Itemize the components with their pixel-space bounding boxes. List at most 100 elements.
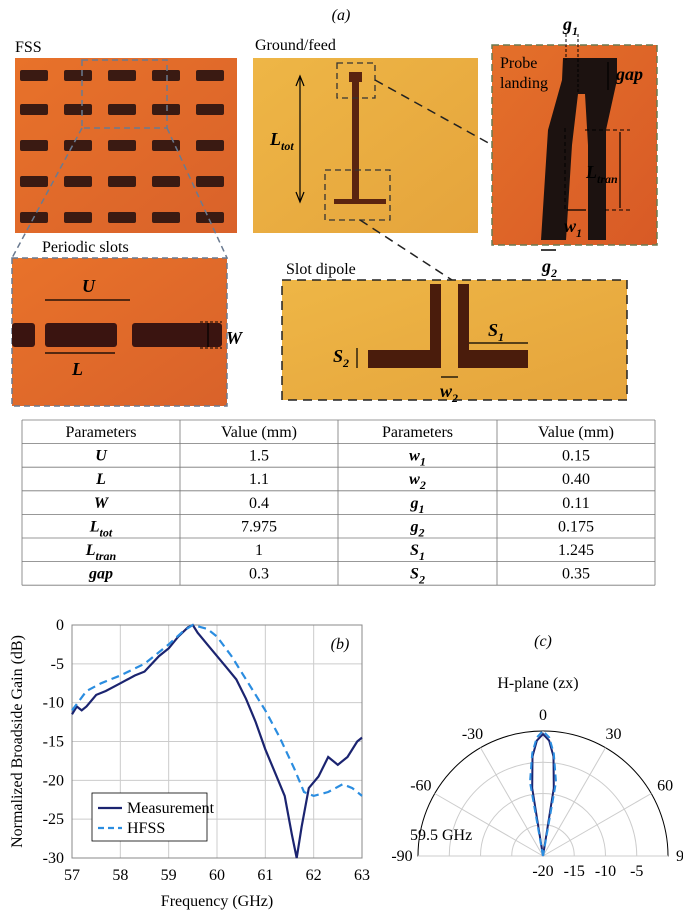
fss-slot	[64, 212, 92, 223]
table-cell-main: gap	[88, 566, 113, 583]
theta-tick-label: 30	[606, 726, 622, 743]
dimension-label: g1	[562, 14, 578, 38]
feed-line	[352, 78, 359, 202]
theta-tick-label: 0	[539, 707, 547, 724]
theta-tick-label: 60	[657, 778, 673, 795]
fss-slot	[108, 140, 136, 151]
table-header: Parameters	[65, 424, 136, 441]
x-tick-label: 62	[306, 867, 322, 884]
fss-slot	[196, 70, 224, 81]
table-cell-main: L	[85, 542, 96, 559]
y-tick-label: -30	[43, 850, 64, 867]
fss-slot	[108, 176, 136, 187]
table-cell: g2	[410, 518, 425, 539]
photo-label: Slot dipole	[286, 261, 356, 278]
dimension-label: gap	[615, 64, 643, 84]
theta-tick-label: 90	[676, 848, 683, 865]
photo-label: Probe	[500, 55, 537, 72]
x-tick-label: 61	[257, 867, 273, 884]
panel-label: (a)	[332, 7, 351, 24]
fss-slot	[20, 70, 48, 81]
theta-tick-label: -90	[391, 848, 412, 865]
fss-slot	[64, 70, 92, 81]
dimension-label-main: U	[82, 276, 96, 296]
table-cell: 1.5	[249, 448, 269, 465]
table-cell: 0.175	[558, 518, 594, 535]
y-tick-label: -20	[43, 772, 64, 789]
y-tick-label: -25	[43, 811, 64, 828]
fss-slot	[196, 104, 224, 115]
r-tick-label: -10	[595, 863, 616, 880]
dimension-label-sub: 2	[550, 266, 557, 280]
table-cell: W	[94, 495, 110, 512]
table-cell: 1.1	[249, 471, 269, 488]
dipole-arm	[458, 350, 528, 368]
dimension-label-main: L	[585, 162, 597, 182]
table-cell: 7.975	[241, 518, 277, 535]
feed-pad	[349, 72, 362, 82]
fss-slot	[64, 176, 92, 187]
table-header: Value (mm)	[221, 424, 297, 441]
panel-label: (b)	[331, 636, 350, 653]
dimension-label-sub: 1	[576, 226, 582, 240]
table-cell-main: W	[94, 495, 110, 512]
page: { "figure": { "panel_label": "(a)", "fss…	[0, 0, 683, 916]
fss-slot	[20, 104, 48, 115]
table-cell: w1	[409, 448, 426, 469]
fss-slot	[108, 70, 136, 81]
table-cell-main: L	[89, 518, 100, 535]
table-cell-sub: 2	[418, 525, 425, 539]
table-cell: 0.35	[562, 566, 590, 583]
r-tick-label: -20	[532, 863, 553, 880]
panel-label: (c)	[534, 633, 552, 650]
table-cell-sub: 1	[419, 502, 425, 516]
fss-slot	[20, 176, 48, 187]
photo-label: Ground/feed	[255, 37, 336, 54]
dimension-label-main: gap	[615, 64, 643, 84]
table-cell-main: L	[95, 471, 106, 488]
table-cell: 0.40	[562, 471, 590, 488]
polar-chart: -20-15-10-5-90-60-300306090(c)H-plane (z…	[391, 633, 683, 880]
table-cell-main: g	[410, 518, 419, 535]
grid-spoke	[435, 794, 543, 857]
dimension-label: W	[226, 328, 244, 348]
dimension-label-main: L	[269, 129, 281, 149]
y-tick-label: -5	[51, 656, 64, 673]
y-tick-label: -10	[43, 695, 64, 712]
annotation: 59.5 GHz	[410, 827, 472, 844]
r-tick-label: -15	[564, 863, 585, 880]
table-cell: 0.4	[249, 495, 269, 512]
table: ParametersValue (mm)ParametersValue (mm)…	[22, 420, 655, 587]
table-cell-main: U	[95, 448, 108, 465]
dimension-label-main: L	[71, 359, 83, 379]
dimension-label: g2	[541, 256, 557, 280]
table-cell-sub: 2	[418, 573, 425, 587]
table-cell: 1	[255, 542, 263, 559]
table-cell-sub: 1	[419, 549, 425, 563]
table-cell-sub: 1	[420, 455, 426, 469]
dimension-label-sub: 1	[572, 24, 578, 38]
x-tick-label: 57	[64, 867, 80, 884]
table-cell: 0.15	[562, 448, 590, 465]
legend-label: Measurement	[127, 800, 215, 817]
dimension-label-sub: tran	[597, 172, 618, 186]
table-cell: 0.3	[249, 566, 269, 583]
fss-slot	[196, 176, 224, 187]
grid-spoke	[543, 794, 651, 857]
dimension-label-main: S	[333, 346, 343, 366]
feed-arm	[334, 199, 386, 204]
dimension-label-main: g	[562, 14, 572, 34]
table-cell: g1	[410, 495, 425, 516]
table-cell: S1	[410, 542, 425, 563]
table-cell: Ltot	[89, 518, 113, 539]
table-cell: gap	[88, 566, 113, 583]
table-cell-main: w	[409, 448, 420, 465]
slot	[45, 323, 117, 347]
x-tick-label: 60	[209, 867, 225, 884]
chart-title: H-plane (zx)	[497, 675, 578, 692]
dimension-label-sub: tot	[281, 139, 294, 153]
theta-tick-label: -60	[410, 778, 431, 795]
dimension-label-sub: 2	[451, 391, 458, 405]
dimension-label: L	[71, 359, 83, 379]
